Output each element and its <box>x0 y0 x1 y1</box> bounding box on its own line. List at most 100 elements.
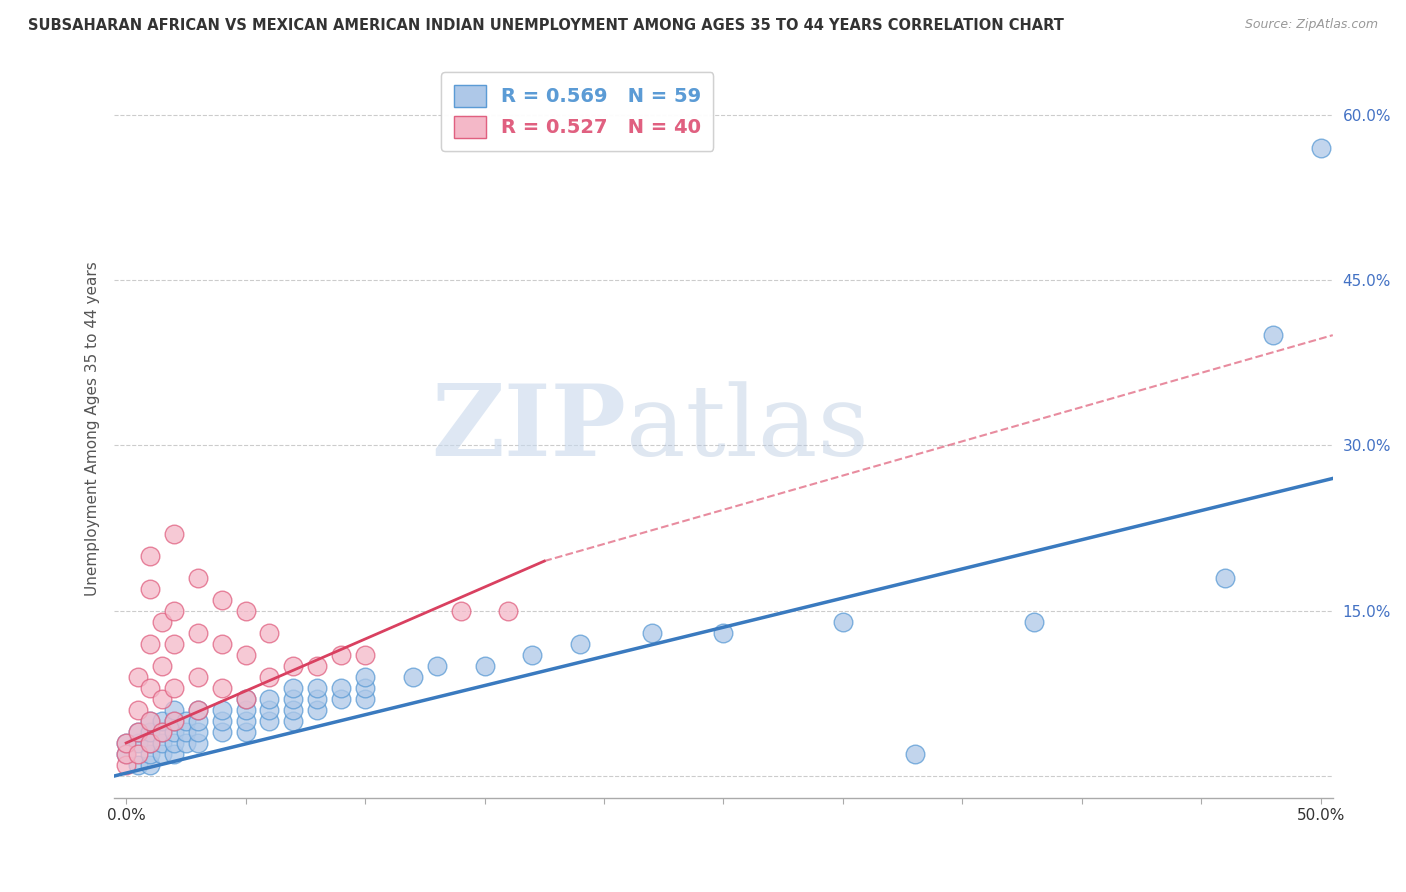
Point <box>139 582 162 596</box>
Text: Source: ZipAtlas.com: Source: ZipAtlas.com <box>1244 18 1378 31</box>
Text: atlas: atlas <box>626 381 869 476</box>
Point <box>174 736 197 750</box>
Point <box>127 670 149 684</box>
Point <box>174 725 197 739</box>
Y-axis label: Unemployment Among Ages 35 to 44 years: Unemployment Among Ages 35 to 44 years <box>86 261 100 596</box>
Point <box>1309 141 1331 155</box>
Point <box>307 658 329 673</box>
Point <box>283 714 305 728</box>
Point <box>163 714 186 728</box>
Point <box>235 691 257 706</box>
Point <box>283 681 305 695</box>
Point <box>283 691 305 706</box>
Point <box>426 658 449 673</box>
Point <box>139 736 162 750</box>
Point <box>330 681 353 695</box>
Point <box>187 571 209 585</box>
Point <box>354 670 377 684</box>
Point <box>163 725 186 739</box>
Legend: R = 0.569   N = 59, R = 0.527   N = 40: R = 0.569 N = 59, R = 0.527 N = 40 <box>441 72 713 151</box>
Point <box>163 736 186 750</box>
Point <box>713 625 735 640</box>
Point <box>163 526 186 541</box>
Point <box>211 637 233 651</box>
Point <box>235 691 257 706</box>
Point <box>259 703 281 717</box>
Point <box>115 736 138 750</box>
Point <box>641 625 664 640</box>
Point <box>307 681 329 695</box>
Text: ZIP: ZIP <box>432 380 626 477</box>
Point <box>150 725 173 739</box>
Point <box>187 736 209 750</box>
Point <box>139 549 162 563</box>
Point <box>187 725 209 739</box>
Point <box>127 725 149 739</box>
Point <box>330 648 353 662</box>
Point <box>127 725 149 739</box>
Point <box>150 747 173 761</box>
Point <box>163 703 186 717</box>
Point <box>1213 571 1236 585</box>
Point <box>187 703 209 717</box>
Point <box>150 725 173 739</box>
Point <box>150 714 173 728</box>
Point <box>163 604 186 618</box>
Point <box>1022 615 1045 629</box>
Point <box>127 736 149 750</box>
Point <box>259 691 281 706</box>
Point <box>235 648 257 662</box>
Point <box>187 670 209 684</box>
Point <box>139 725 162 739</box>
Point <box>522 648 544 662</box>
Point <box>139 736 162 750</box>
Text: SUBSAHARAN AFRICAN VS MEXICAN AMERICAN INDIAN UNEMPLOYMENT AMONG AGES 35 TO 44 Y: SUBSAHARAN AFRICAN VS MEXICAN AMERICAN I… <box>28 18 1064 33</box>
Point <box>139 758 162 772</box>
Point <box>139 681 162 695</box>
Point <box>174 714 197 728</box>
Point <box>211 714 233 728</box>
Point <box>115 758 138 772</box>
Point <box>569 637 592 651</box>
Point <box>330 691 353 706</box>
Point <box>283 703 305 717</box>
Point <box>259 714 281 728</box>
Point <box>139 637 162 651</box>
Point <box>163 747 186 761</box>
Point <box>163 637 186 651</box>
Point <box>187 703 209 717</box>
Point <box>235 725 257 739</box>
Point <box>127 758 149 772</box>
Point <box>307 691 329 706</box>
Point <box>498 604 520 618</box>
Point <box>259 625 281 640</box>
Point <box>402 670 425 684</box>
Point <box>150 615 173 629</box>
Point <box>187 714 209 728</box>
Point <box>450 604 472 618</box>
Point <box>1261 328 1284 343</box>
Point <box>235 714 257 728</box>
Point <box>307 703 329 717</box>
Point <box>115 736 138 750</box>
Point <box>283 658 305 673</box>
Point <box>354 691 377 706</box>
Point <box>187 625 209 640</box>
Point <box>163 714 186 728</box>
Point <box>150 691 173 706</box>
Point <box>127 747 149 761</box>
Point <box>139 714 162 728</box>
Point <box>474 658 496 673</box>
Point <box>127 703 149 717</box>
Point <box>904 747 927 761</box>
Point <box>115 747 138 761</box>
Point <box>139 747 162 761</box>
Point <box>150 658 173 673</box>
Point <box>211 725 233 739</box>
Point <box>832 615 855 629</box>
Point <box>235 703 257 717</box>
Point <box>211 592 233 607</box>
Point <box>211 681 233 695</box>
Point <box>115 747 138 761</box>
Point <box>163 681 186 695</box>
